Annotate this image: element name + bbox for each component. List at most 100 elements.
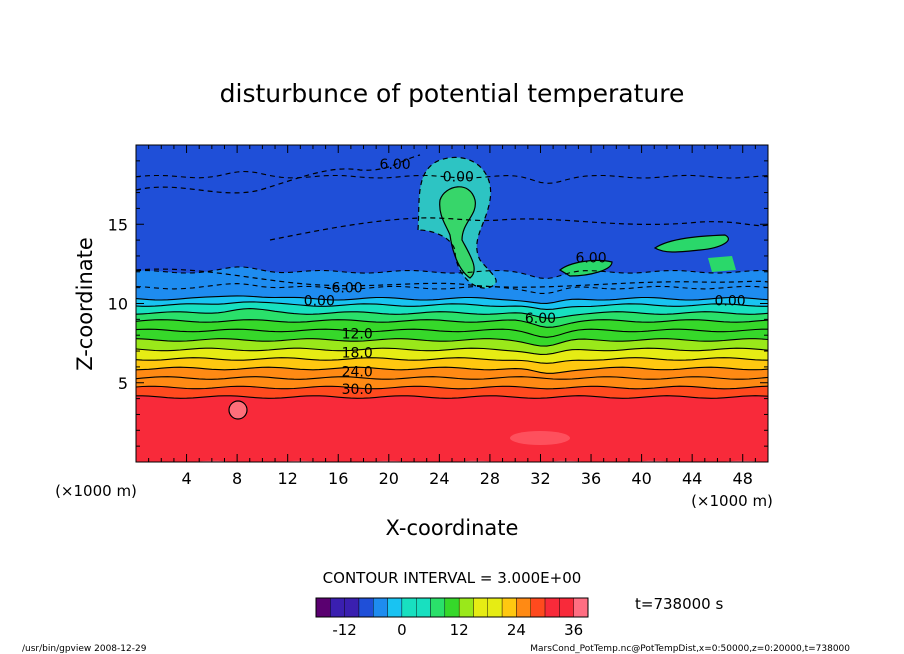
contour-label: 0.00 bbox=[443, 170, 474, 186]
colorbar-cell bbox=[444, 597, 460, 618]
x-tick-label: 36 bbox=[581, 469, 601, 488]
colorbar-cell bbox=[473, 597, 488, 618]
time-label: t=738000 s bbox=[635, 595, 723, 613]
contour-line bbox=[136, 376, 768, 380]
feature-contours bbox=[136, 154, 768, 420]
plot-area: 6.000.006.00-6.000.00 0.006.0012.018.024.… bbox=[136, 145, 768, 462]
contour-label: 6.00 bbox=[575, 251, 606, 267]
colorbar-cell bbox=[387, 597, 403, 618]
colorbar-cell bbox=[330, 597, 345, 618]
warm-bubble bbox=[229, 401, 247, 419]
colorbar-tick-label: 12 bbox=[450, 621, 469, 639]
x-tick-label: 20 bbox=[379, 469, 399, 488]
contour-line bbox=[136, 301, 768, 310]
contour-line bbox=[136, 385, 768, 390]
colorbar-cell bbox=[358, 597, 374, 618]
footer-left-text: /usr/bin/gpview 2008-12-29 bbox=[22, 644, 147, 654]
contour-label: 0.00 bbox=[304, 293, 335, 309]
colorbar-tick-label: 24 bbox=[507, 621, 526, 639]
contour-label: 6.00 bbox=[525, 311, 556, 327]
x-tick-label: 24 bbox=[429, 469, 449, 488]
contour-line bbox=[136, 283, 768, 294]
warm-patch-mid bbox=[510, 431, 570, 445]
y-tick-label: 10 bbox=[108, 295, 128, 314]
colorbar-tick-label: 36 bbox=[564, 621, 583, 639]
y-unit-label: (×1000 m) bbox=[55, 482, 137, 500]
x-tick-label: 8 bbox=[232, 469, 242, 488]
x-tick-label: 28 bbox=[480, 469, 500, 488]
contour-label: 12.0 bbox=[342, 327, 373, 343]
y-tick-label: 15 bbox=[108, 215, 128, 234]
colorbar-cell bbox=[487, 597, 503, 618]
colorbar-cell bbox=[516, 597, 531, 618]
contour-line bbox=[136, 395, 768, 399]
colorbar-tick-labels: -12 0 12 24 36 bbox=[332, 621, 583, 639]
contour-line bbox=[136, 366, 768, 374]
axis-ticks bbox=[136, 145, 768, 462]
colorbar-cell bbox=[573, 597, 589, 618]
contour-label: 0.00 bbox=[714, 293, 745, 309]
upper-dashed-contour-2 bbox=[269, 217, 768, 241]
contour-line bbox=[136, 170, 768, 184]
contour-label: 30.0 bbox=[342, 382, 373, 398]
footer-right-text: MarsCond_PotTemp.nc@PotTempDist,x=0:5000… bbox=[530, 644, 850, 654]
colorbar-tick-label: 0 bbox=[397, 621, 407, 639]
colorbar bbox=[315, 597, 589, 618]
x-tick-labels: 4 8 12 16 20 24 28 32 36 40 44 48 bbox=[181, 469, 752, 488]
contour-label: 6.00 bbox=[380, 157, 411, 173]
y-tick-label: 5 bbox=[118, 374, 128, 393]
field-features bbox=[229, 157, 736, 445]
chart-title: disturbunce of potential temperature bbox=[220, 79, 685, 108]
colorbar-cell bbox=[430, 597, 446, 618]
contour-labels: 6.000.006.00-6.000.00 0.006.0012.018.024.… bbox=[304, 157, 746, 398]
contour-lines bbox=[136, 170, 768, 399]
x-tick-label: 16 bbox=[328, 469, 348, 488]
cloud-patch-mid-contour bbox=[558, 259, 613, 277]
x-tick-label: 32 bbox=[530, 469, 550, 488]
contour-line bbox=[136, 338, 768, 347]
contour-line bbox=[136, 319, 768, 328]
colorbar-cell bbox=[458, 597, 474, 618]
contour-line bbox=[136, 295, 768, 304]
contour-line bbox=[136, 347, 768, 355]
contour-label: -6.00 bbox=[326, 281, 362, 297]
contour-label: 24.0 bbox=[342, 365, 373, 381]
contour-line bbox=[136, 328, 768, 338]
y-axis-label: Z-coordinate bbox=[73, 237, 97, 371]
x-axis-label: X-coordinate bbox=[386, 516, 519, 540]
colorbar-cell bbox=[416, 597, 431, 618]
warm-bubble-contour bbox=[228, 400, 248, 420]
contour-label: 18.0 bbox=[342, 346, 373, 362]
contour-line bbox=[136, 357, 768, 364]
x-tick-label: 44 bbox=[682, 469, 702, 488]
contour-line bbox=[136, 266, 768, 280]
colorbar-cell bbox=[559, 597, 574, 618]
contour-line bbox=[136, 308, 768, 319]
x-tick-label: 40 bbox=[631, 469, 651, 488]
contour-interval-text: CONTOUR INTERVAL = 3.000E+00 bbox=[323, 569, 582, 587]
x-unit-label: (×1000 m) bbox=[691, 492, 773, 510]
colorbar-cell bbox=[501, 597, 517, 618]
colorbar-cell bbox=[401, 597, 417, 618]
plume-core-contour bbox=[439, 186, 476, 279]
x-tick-label: 48 bbox=[733, 469, 753, 488]
cloud-patch-right-contour bbox=[653, 234, 730, 253]
colorbar-cell bbox=[373, 597, 388, 618]
colorbar-cell bbox=[544, 597, 560, 618]
colorbar-frame bbox=[315, 597, 589, 618]
temperature-bands bbox=[136, 145, 768, 462]
plume-core bbox=[439, 186, 476, 278]
colorbar-cell bbox=[315, 597, 331, 618]
colorbar-tick-label: -12 bbox=[332, 621, 357, 639]
x-tick-label: 12 bbox=[278, 469, 298, 488]
x-tick-label: 4 bbox=[181, 469, 191, 488]
cloud-patch-right bbox=[655, 235, 729, 252]
cloud-patch-small bbox=[708, 256, 736, 272]
upper-dashed-contour bbox=[136, 154, 421, 194]
colorbar-cell bbox=[344, 597, 360, 618]
y-tick-labels: 5 10 15 bbox=[108, 215, 128, 393]
plume-contour bbox=[417, 156, 497, 289]
lower-dashed-contour bbox=[136, 268, 768, 288]
temperature-band bbox=[136, 395, 768, 462]
